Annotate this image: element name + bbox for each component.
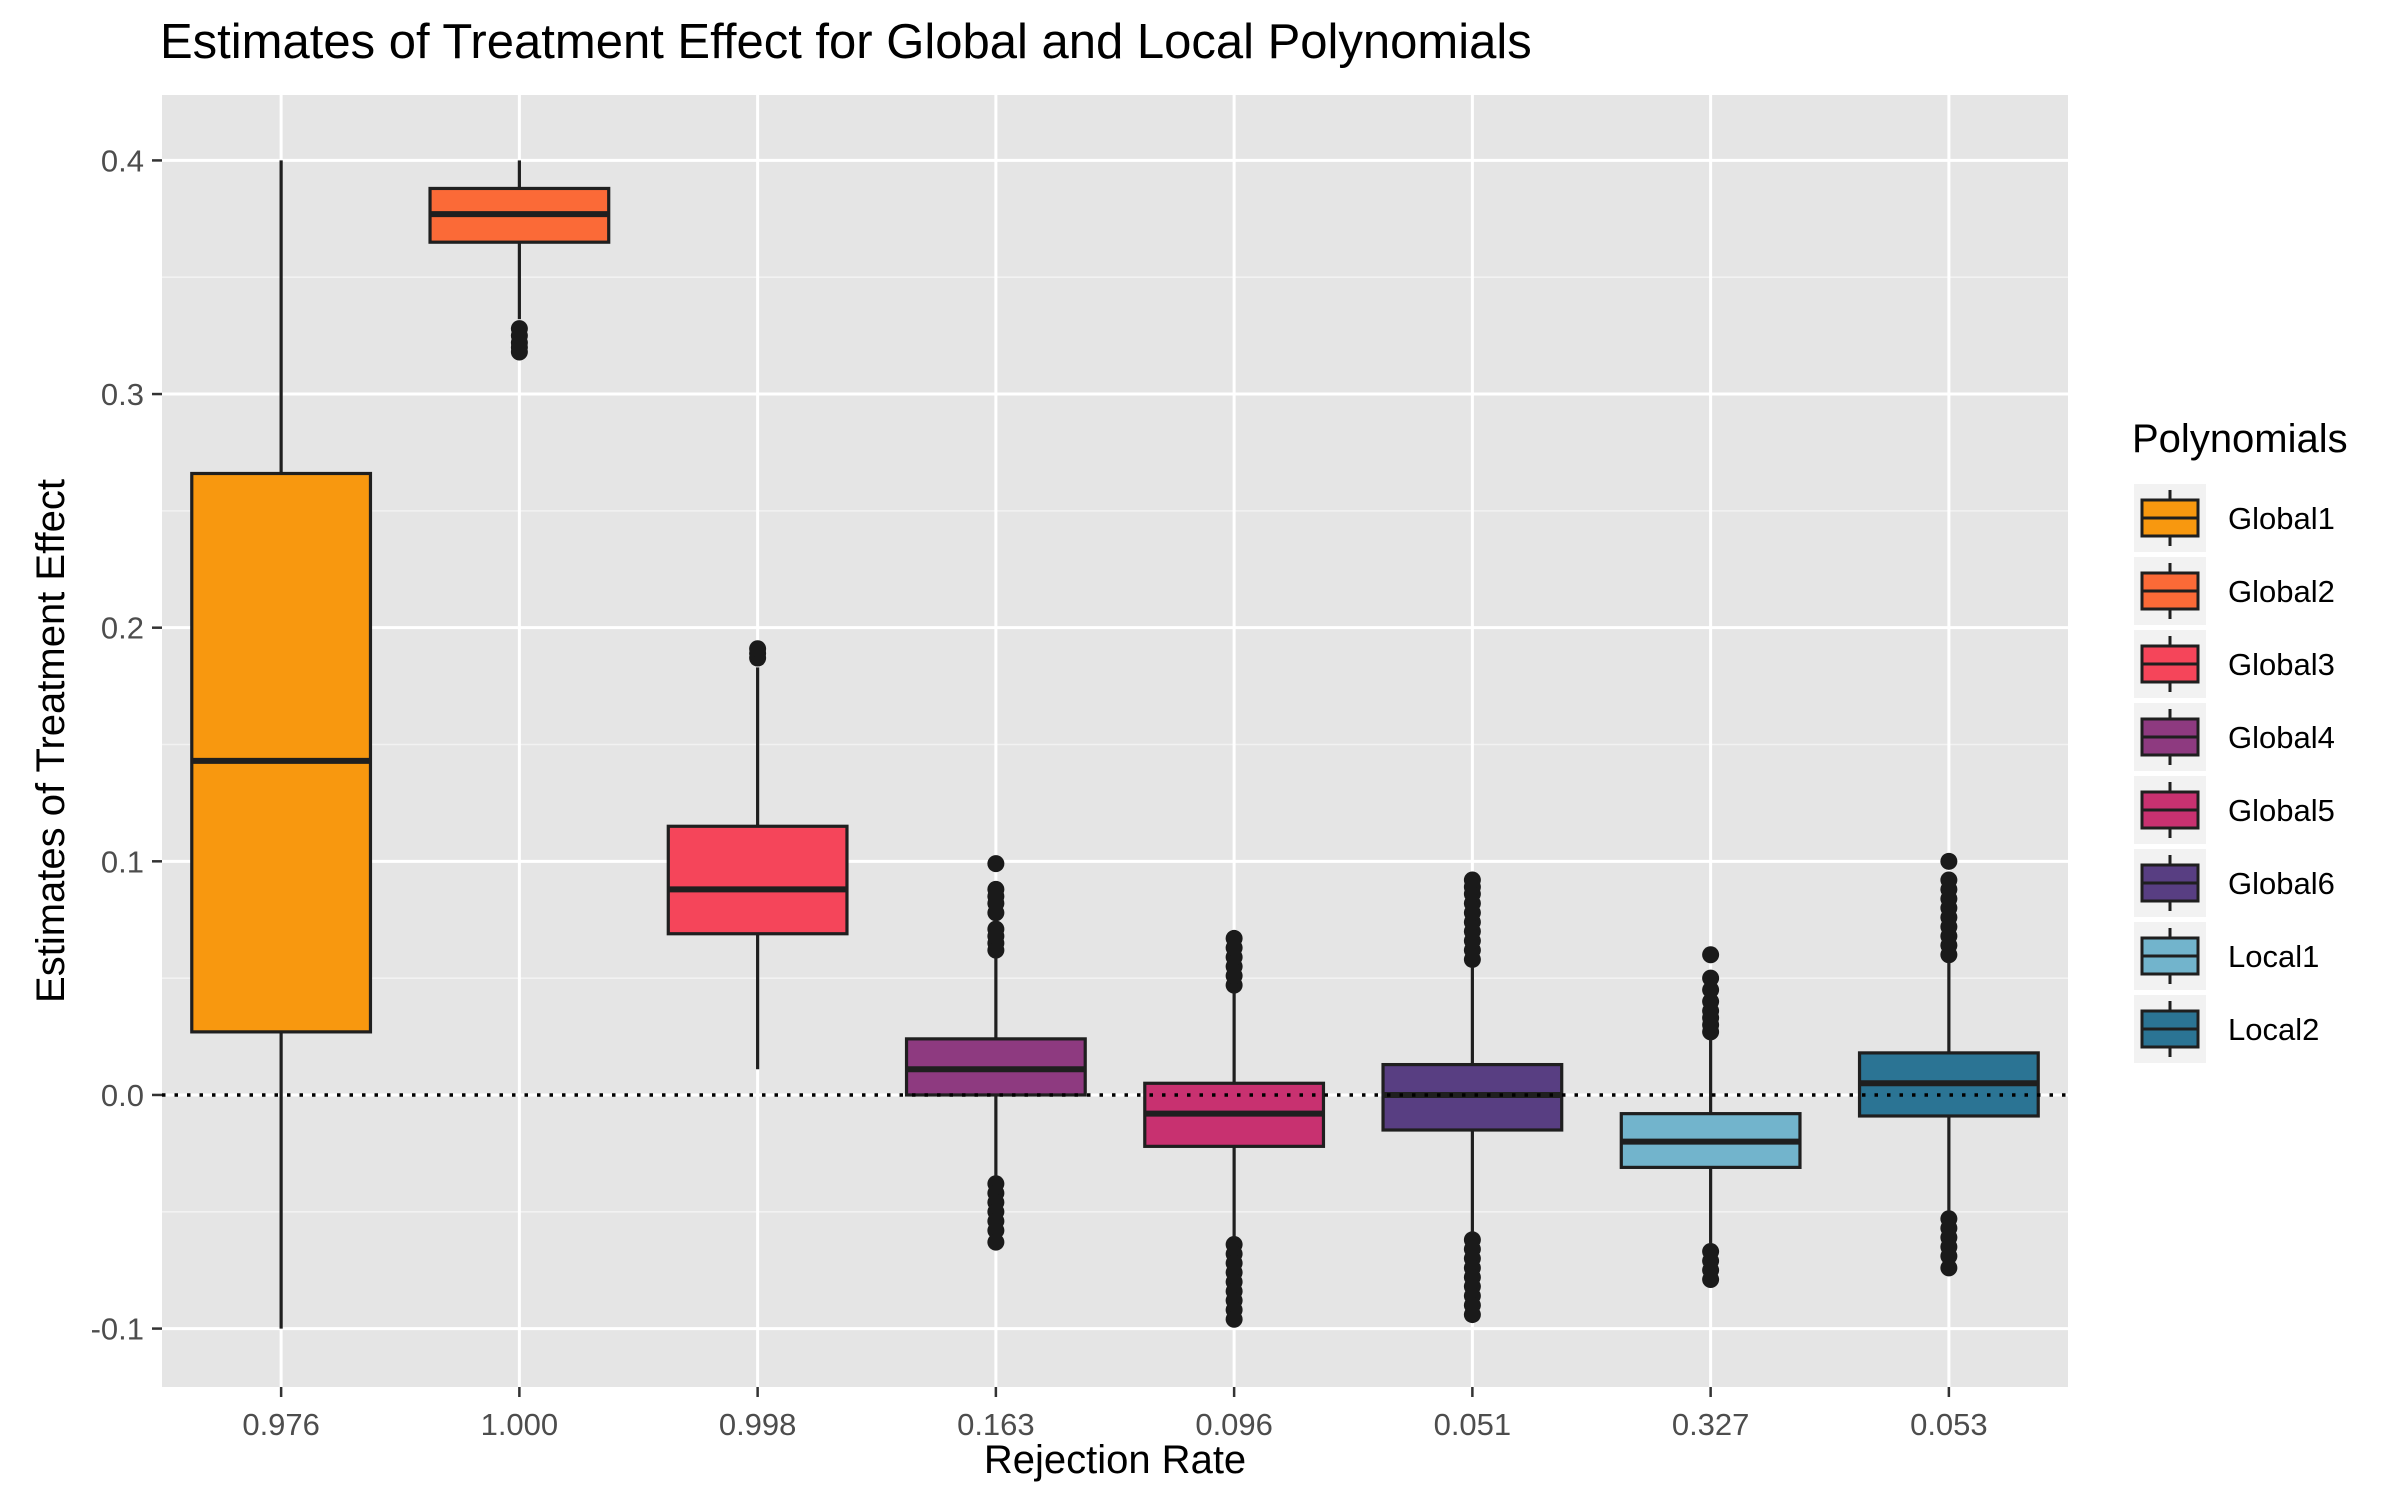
legend-item-global1: Global1 — [2134, 484, 2335, 552]
iqr-box — [190, 471, 373, 1034]
x-tick-label: 0.096 — [1195, 1407, 1273, 1442]
box-global3 — [666, 640, 849, 1070]
x-tick-label: 0.163 — [957, 1407, 1035, 1442]
y-tick-label: 0.2 — [101, 611, 144, 646]
chart-title: Estimates of Treatment Effect for Global… — [160, 15, 1532, 69]
legend-item-global2: Global2 — [2134, 557, 2335, 625]
y-tick-label: 0.1 — [101, 844, 144, 879]
legend-title: Polynomials — [2132, 417, 2348, 461]
x-tick-label: 0.998 — [719, 1407, 797, 1442]
outlier-point — [1225, 929, 1243, 947]
outlier-point — [1940, 1247, 1958, 1265]
y-axis: -0.1 0.0 0.1 0.2 0.3 0.4 — [91, 143, 162, 1347]
box-local2 — [1857, 852, 2040, 1277]
y-tick-label: 0.3 — [101, 377, 144, 412]
x-axis-title: Rejection Rate — [984, 1438, 1246, 1482]
outlier-point — [1225, 1310, 1243, 1328]
outlier-point — [987, 855, 1005, 873]
outlier-point — [1702, 993, 1720, 1011]
outlier-point — [987, 920, 1005, 938]
outlier-point — [987, 1233, 1005, 1251]
outlier-point — [1940, 1259, 1958, 1277]
outlier-point — [1702, 946, 1720, 964]
legend-item-global6: Global6 — [2134, 849, 2335, 917]
legend-item-global4: Global4 — [2134, 703, 2335, 771]
x-tick-label: 1.000 — [481, 1407, 559, 1442]
y-tick-label: 0.4 — [101, 143, 144, 178]
legend-label: Local2 — [2228, 1012, 2319, 1047]
box-global6 — [1381, 871, 1564, 1324]
legend-item-global5: Global5 — [2134, 776, 2335, 844]
legend-item-global3: Global3 — [2134, 630, 2335, 698]
x-tick-label: 0.051 — [1434, 1407, 1512, 1442]
y-tick-label: 0.0 — [101, 1078, 144, 1113]
legend-label: Global3 — [2228, 647, 2335, 682]
legend-label: Local1 — [2228, 939, 2319, 974]
legend-item-local2: Local2 — [2134, 995, 2319, 1063]
outlier-point — [1702, 1271, 1720, 1289]
y-axis-title: Estimates of Treatment Effect — [29, 479, 73, 1003]
iqr-box — [666, 824, 849, 936]
x-axis: 0.976 1.000 0.998 0.163 0.096 0.051 0.327 0.053 — [242, 1387, 1988, 1442]
box-global1 — [190, 160, 373, 1329]
box-global4 — [904, 855, 1087, 1251]
box-local1 — [1619, 946, 1802, 1289]
outlier-point — [1463, 871, 1481, 889]
legend-item-local1: Local1 — [2134, 922, 2319, 990]
outlier-point — [1940, 852, 1958, 870]
plot-panel — [162, 95, 2068, 1387]
legend-label: Global4 — [2228, 720, 2335, 755]
outlier-point — [510, 320, 528, 338]
x-tick-label: 0.976 — [242, 1407, 320, 1442]
outlier-point — [1940, 871, 1958, 889]
legend-label: Global2 — [2228, 574, 2335, 609]
legend-label: Global1 — [2228, 501, 2335, 536]
outlier-point — [987, 880, 1005, 898]
legend-label: Global6 — [2228, 866, 2335, 901]
y-tick-label: -0.1 — [91, 1312, 144, 1347]
x-tick-label: 0.053 — [1910, 1407, 1988, 1442]
legend-label: Global5 — [2228, 793, 2335, 828]
outlier-point — [1702, 969, 1720, 987]
box-global2 — [428, 160, 611, 361]
outlier-point — [987, 1221, 1005, 1239]
outlier-point — [1702, 981, 1720, 999]
outlier-point — [1463, 1306, 1481, 1324]
legend: Polynomials Global1 Global2 Global3 Global4… — [2132, 417, 2348, 1063]
boxplot-series — [190, 160, 2040, 1329]
x-tick-label: 0.327 — [1672, 1407, 1750, 1442]
minor-gridlines — [162, 276, 2068, 1213]
outlier-point — [749, 640, 767, 658]
